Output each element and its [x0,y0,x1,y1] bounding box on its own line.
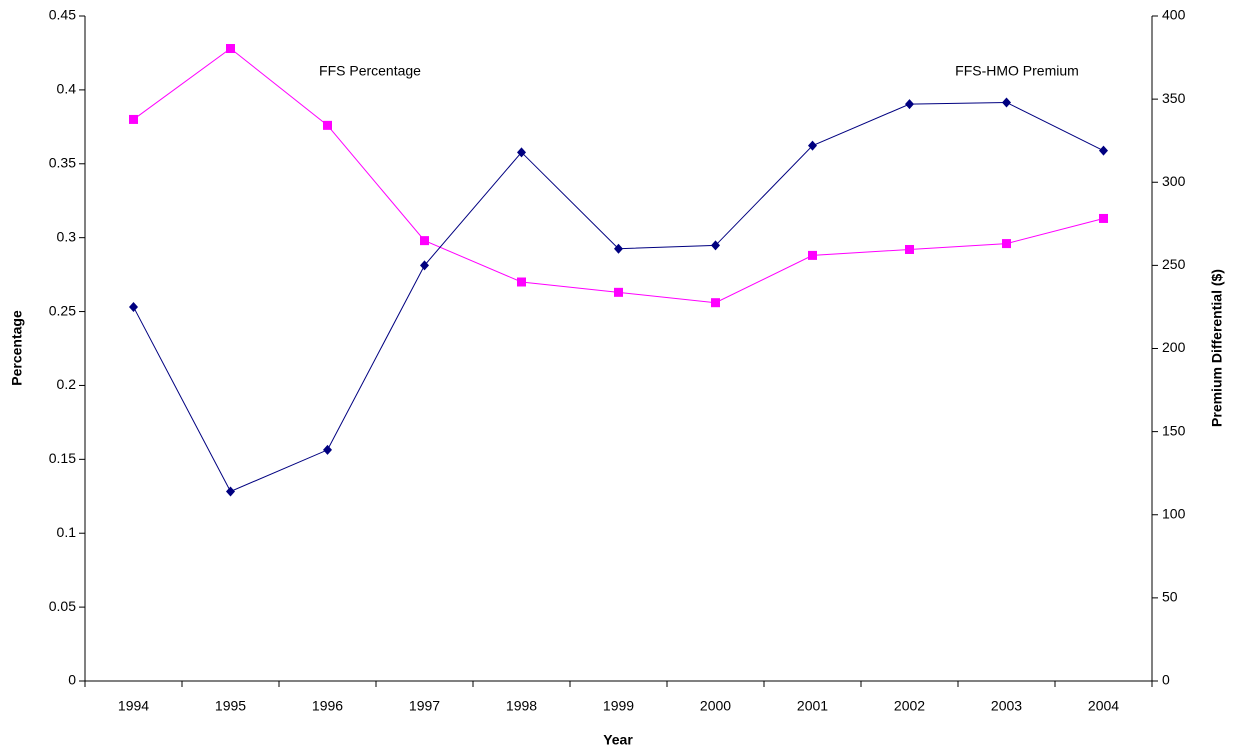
x-tick-label: 1999 [603,698,634,714]
point [420,260,429,271]
point [420,236,429,246]
y-tick-label: 0.05 [49,598,76,614]
point [1002,97,1011,108]
series-annotation: FFS-HMO Premium [955,63,1079,79]
point [323,120,332,130]
y2-tick-label: 0 [1162,672,1170,688]
point [1099,145,1108,156]
point [129,301,138,312]
x-tick-label: 2004 [1088,698,1119,714]
y-axis-title: Percentage [9,310,25,386]
point [711,240,720,251]
series-line [133,47,1104,304]
x-axis-title: Year [603,732,633,748]
y-tick-label: 0.4 [57,81,77,97]
point [711,298,720,308]
x-tick-label: 2002 [894,698,925,714]
y-tick-label: 0.35 [49,154,76,170]
y2-tick-label: 150 [1162,422,1186,438]
x-tick-label: 1998 [506,698,537,714]
x-tick-label: 2001 [797,698,828,714]
x-tick-label: 1994 [118,698,149,714]
point [905,99,914,110]
x-tick-label: 1995 [215,698,246,714]
y-tick-label: 0.1 [57,524,77,540]
point [323,444,332,455]
y-tick-label: 0.2 [57,376,77,392]
y-tick-label: 0.3 [57,228,77,244]
series-annotation: FFS Percentage [319,63,421,79]
y2-tick-label: 300 [1162,173,1186,189]
x-tick-label: 1997 [409,698,440,714]
y-tick-label: 0.15 [49,450,76,466]
x-tick-label: 2000 [700,698,731,714]
y2-tick-label: 100 [1162,505,1186,521]
point [517,147,526,158]
y2-axis-title: Premium Differential ($) [1209,269,1225,427]
point [905,244,914,254]
point [517,277,526,287]
y-tick-label: 0 [68,672,76,688]
y-tick-label: 0.25 [49,302,76,318]
y2-tick-label: 350 [1162,90,1186,106]
point [226,486,235,497]
point [226,44,235,54]
point [614,243,623,254]
series-line [133,101,1104,493]
y2-tick-label: 250 [1162,256,1186,272]
point [1099,213,1108,223]
point [614,287,623,297]
x-tick-label: 2003 [991,698,1022,714]
point [1002,239,1011,249]
point [129,114,138,124]
y2-tick-label: 200 [1162,339,1186,355]
point [808,140,817,151]
x-tick-label: 1996 [312,698,343,714]
y2-tick-label: 50 [1162,589,1178,605]
y2-tick-label: 400 [1162,7,1186,23]
point [808,250,817,260]
y-tick-label: 0.45 [49,7,76,23]
